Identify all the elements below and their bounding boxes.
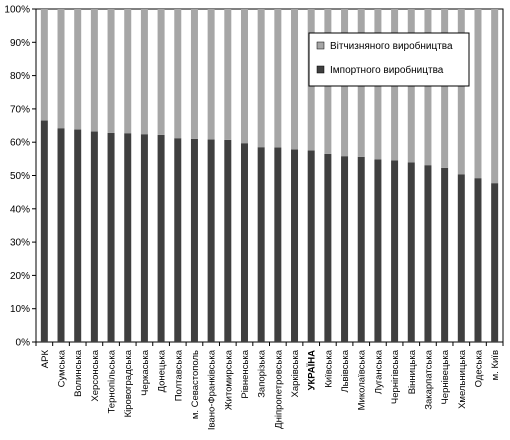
bar-import	[257, 147, 265, 342]
bar-domestic	[124, 9, 132, 134]
bar-domestic	[224, 9, 232, 140]
y-tick-label: 40%	[10, 204, 30, 215]
y-tick-label: 60%	[10, 138, 30, 149]
category-label: Донецька	[157, 349, 168, 392]
legend-box	[308, 32, 470, 87]
category-label: Черкаська	[140, 349, 151, 396]
bar-import	[441, 167, 449, 342]
bar-import	[207, 139, 215, 342]
bar-import	[307, 150, 315, 342]
category-label: Дніпропетровська	[273, 349, 284, 429]
bar-import	[491, 183, 499, 342]
bar-domestic	[424, 9, 432, 166]
bar-domestic	[107, 9, 115, 133]
bar-import	[107, 132, 115, 342]
y-tick-label: 10%	[10, 304, 30, 315]
bar-import	[374, 159, 382, 342]
category-label: м. Севастополь	[190, 350, 201, 419]
category-label: Вінницька	[407, 349, 418, 394]
category-label: Полтавська	[173, 349, 184, 401]
category-label: м. Київ	[490, 350, 501, 380]
category-label: Житомирська	[223, 349, 234, 410]
bar-domestic	[140, 9, 148, 135]
category-label: Чернівецька	[440, 349, 451, 404]
bar-import	[57, 128, 65, 342]
category-label: АРК	[40, 350, 51, 369]
category-label: Херсонська	[90, 349, 101, 401]
bar-domestic	[157, 9, 165, 135]
bar-import	[424, 165, 432, 342]
bar-domestic	[457, 9, 465, 175]
bar-domestic	[190, 9, 198, 139]
category-label: Миколаївська	[357, 349, 368, 410]
bar-domestic	[240, 9, 248, 144]
y-tick-label: 0%	[16, 338, 31, 349]
category-label: Закарпатська	[423, 349, 434, 409]
bar-domestic	[40, 9, 48, 121]
y-tick-label: 100%	[4, 5, 30, 16]
category-label: Тернопільська	[107, 349, 118, 413]
bar-domestic	[274, 9, 282, 148]
bar-import	[174, 138, 182, 342]
legend-label: Імпортного виробництва	[330, 64, 444, 76]
category-label: Одеська	[473, 349, 484, 387]
category-label: УКРАЇНА	[307, 350, 318, 391]
category-label: Кіровоградська	[123, 349, 134, 417]
bar-import	[124, 133, 132, 342]
bar-import	[341, 156, 349, 342]
y-tick-label: 50%	[10, 171, 30, 182]
bar-import	[240, 143, 248, 342]
bar-import	[190, 138, 198, 342]
y-tick-label: 30%	[10, 238, 30, 249]
bar-import	[324, 153, 332, 342]
bar-import	[140, 134, 148, 342]
category-label: Рівненська	[240, 349, 251, 398]
category-label: Сумська	[57, 349, 68, 387]
legend-swatch	[316, 65, 325, 74]
bar-domestic	[74, 9, 82, 130]
bar-import	[474, 178, 482, 342]
bar-domestic	[90, 9, 98, 132]
bar-domestic	[257, 9, 265, 148]
bar-domestic	[474, 9, 482, 179]
bar-import	[274, 147, 282, 342]
category-label: Івано-Франківська	[207, 349, 218, 430]
bar-domestic	[57, 9, 65, 129]
bar-import	[357, 156, 365, 342]
bar-import	[224, 139, 232, 342]
bar-domestic	[491, 9, 499, 184]
bar-import	[74, 129, 82, 342]
bar-import	[391, 160, 399, 342]
category-label: Волинська	[73, 349, 84, 397]
bar-domestic	[291, 9, 299, 150]
legend-label: Вітчизняного виробництва	[330, 40, 453, 52]
y-tick-label: 20%	[10, 271, 30, 282]
category-label: Луганська	[373, 349, 384, 394]
bar-import	[291, 149, 299, 342]
bar-import	[40, 120, 48, 343]
bar-domestic	[207, 9, 215, 140]
bar-import	[157, 134, 165, 342]
bar-domestic	[441, 9, 449, 168]
y-tick-label: 70%	[10, 104, 30, 115]
legend-swatch	[316, 41, 325, 50]
category-label: Київська	[323, 349, 334, 387]
bar-import	[90, 131, 98, 342]
bar-domestic	[174, 9, 182, 139]
y-tick-label: 80%	[10, 71, 30, 82]
bar-import	[407, 162, 415, 342]
category-label: Чернігівська	[390, 349, 401, 404]
y-tick-label: 90%	[10, 38, 30, 49]
category-label: Львівська	[340, 349, 351, 392]
category-label: Запорізька	[257, 349, 268, 398]
category-label: Хмельницька	[457, 349, 468, 409]
bar-import	[457, 174, 465, 342]
category-label: Харківська	[290, 349, 301, 397]
